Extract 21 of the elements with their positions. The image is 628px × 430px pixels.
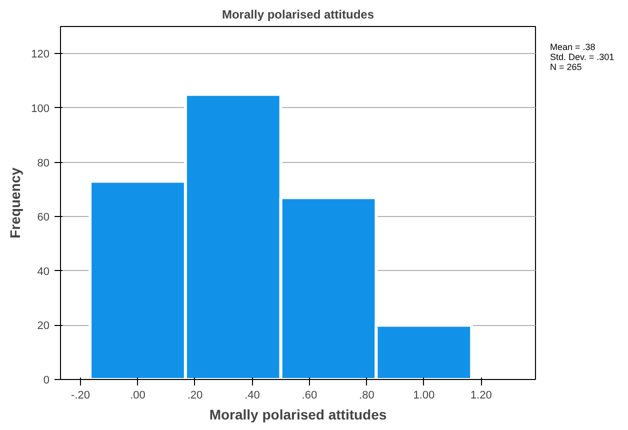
x-tick-label: .00 xyxy=(130,390,146,402)
y-tick-label: 120 xyxy=(31,48,50,61)
y-tick-label: 40 xyxy=(37,266,50,278)
text: Mean = .38 xyxy=(550,42,596,52)
y-axis-title: Frequency xyxy=(7,167,24,238)
x-axis-title: Morally polarised attitudes xyxy=(209,406,387,422)
x-tick-label: .80 xyxy=(359,390,374,402)
y-tick-label: 80 xyxy=(37,157,50,170)
x-tick-label: 1.00 xyxy=(413,390,435,402)
y-tick-label: 60 xyxy=(37,212,50,224)
text: N = 265 xyxy=(550,62,583,72)
x-tick-label: .40 xyxy=(244,390,260,402)
y-tick-label: 0 xyxy=(43,374,50,386)
y-tick-label: 100 xyxy=(31,102,50,115)
y-tick-label: 20 xyxy=(37,320,50,332)
x-tick-label: -.20 xyxy=(71,390,90,402)
text: Std. Dev. = .301 xyxy=(550,52,614,62)
x-tick-label: 1.20 xyxy=(470,390,492,402)
chart-title: Morally polarised attitudes xyxy=(222,8,374,22)
x-tick-label: .60 xyxy=(302,390,318,402)
x-tick-label: .20 xyxy=(187,390,203,402)
